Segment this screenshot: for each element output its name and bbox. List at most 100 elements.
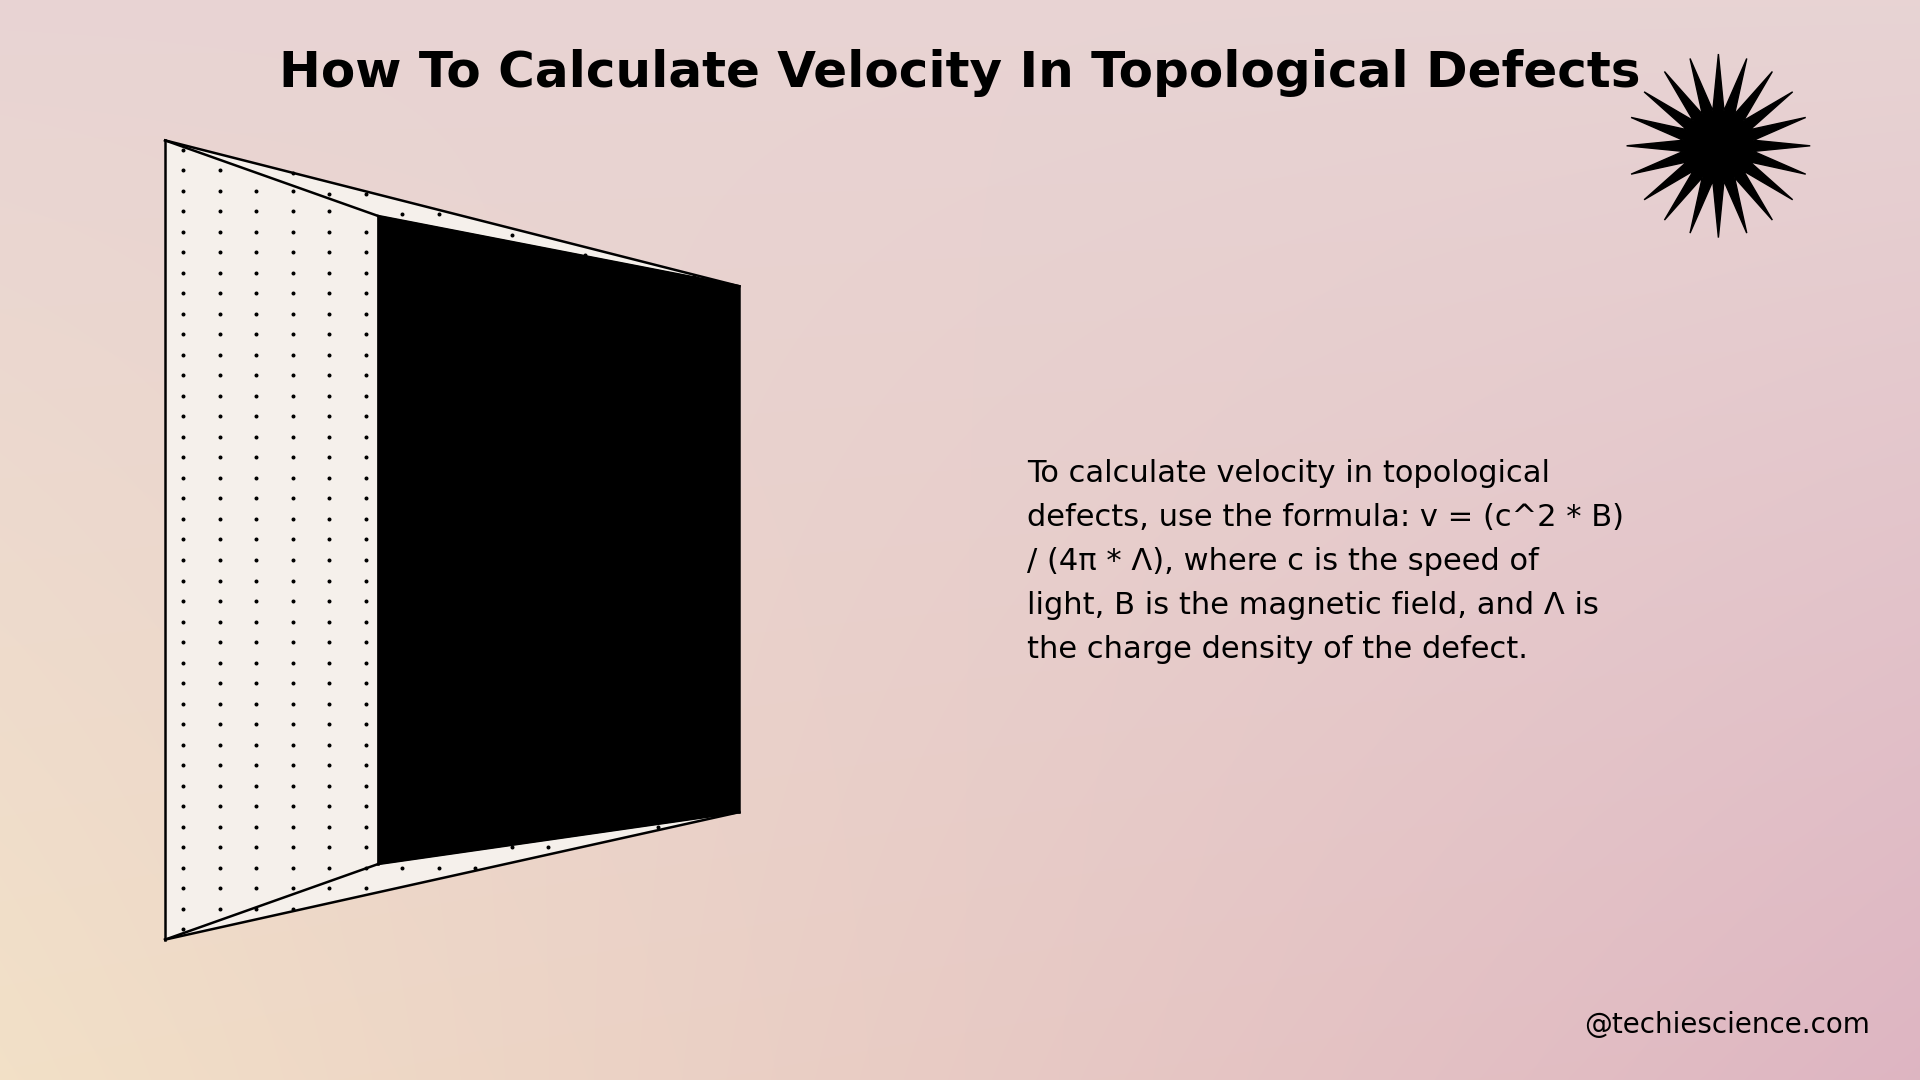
- Point: [204, 572, 234, 590]
- Point: [276, 860, 307, 877]
- Point: [422, 860, 453, 877]
- Point: [678, 268, 708, 285]
- Polygon shape: [165, 140, 739, 286]
- Point: [276, 326, 307, 343]
- Point: [313, 757, 346, 774]
- Point: [204, 552, 234, 569]
- Point: [169, 572, 198, 590]
- Point: [169, 388, 198, 405]
- Point: [349, 593, 380, 610]
- Point: [313, 838, 346, 855]
- Point: [169, 265, 198, 282]
- Point: [313, 511, 346, 528]
- Point: [204, 326, 234, 343]
- Point: [169, 819, 198, 836]
- Point: [204, 901, 234, 918]
- Point: [276, 696, 307, 713]
- Point: [276, 716, 307, 733]
- Point: [242, 285, 273, 302]
- Point: [204, 162, 234, 179]
- Point: [242, 613, 273, 631]
- Point: [276, 511, 307, 528]
- Point: [349, 838, 380, 855]
- Point: [169, 449, 198, 467]
- Point: [242, 552, 273, 569]
- Point: [276, 183, 307, 200]
- Point: [313, 367, 346, 384]
- Point: [349, 511, 380, 528]
- Point: [313, 572, 346, 590]
- Point: [169, 552, 198, 569]
- Point: [169, 901, 198, 918]
- Point: [276, 490, 307, 508]
- Point: [242, 429, 273, 446]
- Point: [169, 326, 198, 343]
- Point: [204, 716, 234, 733]
- Point: [242, 696, 273, 713]
- Point: [349, 860, 380, 877]
- Point: [313, 819, 346, 836]
- Point: [169, 531, 198, 549]
- Point: [349, 429, 380, 446]
- Point: [169, 306, 198, 323]
- Point: [242, 244, 273, 261]
- Point: [349, 696, 380, 713]
- Point: [313, 408, 346, 426]
- Point: [242, 819, 273, 836]
- Point: [461, 860, 492, 877]
- Point: [169, 674, 198, 692]
- Point: [204, 819, 234, 836]
- Point: [242, 490, 273, 508]
- Point: [276, 367, 307, 384]
- Point: [276, 634, 307, 651]
- Point: [169, 224, 198, 241]
- Point: [276, 531, 307, 549]
- Polygon shape: [378, 216, 739, 864]
- Point: [169, 511, 198, 528]
- Point: [169, 613, 198, 631]
- Point: [169, 470, 198, 487]
- Point: [169, 879, 198, 896]
- Point: [242, 797, 273, 815]
- Point: [349, 347, 380, 364]
- Point: [242, 593, 273, 610]
- Point: [169, 141, 198, 159]
- Point: [204, 879, 234, 896]
- Point: [349, 634, 380, 651]
- Point: [204, 224, 234, 241]
- Point: [204, 347, 234, 364]
- Point: [313, 879, 346, 896]
- Point: [349, 186, 380, 203]
- Text: To calculate velocity in topological
defects, use the formula: v = (c^2 * B)
/ (: To calculate velocity in topological def…: [1027, 459, 1624, 664]
- Point: [313, 265, 346, 282]
- Point: [313, 716, 346, 733]
- Point: [349, 613, 380, 631]
- Point: [204, 593, 234, 610]
- Point: [349, 531, 380, 549]
- Point: [568, 247, 599, 265]
- Point: [204, 408, 234, 426]
- Point: [242, 716, 273, 733]
- Point: [204, 306, 234, 323]
- Point: [313, 244, 346, 261]
- Point: [169, 716, 198, 733]
- Point: [313, 326, 346, 343]
- Point: [276, 244, 307, 261]
- Point: [313, 429, 346, 446]
- Point: [313, 674, 346, 692]
- Point: [204, 613, 234, 631]
- Polygon shape: [1626, 54, 1811, 238]
- Point: [349, 388, 380, 405]
- Point: [276, 265, 307, 282]
- Point: [276, 306, 307, 323]
- Point: [313, 203, 346, 220]
- Point: [169, 696, 198, 713]
- Point: [313, 224, 346, 241]
- Point: [242, 203, 273, 220]
- Point: [242, 449, 273, 467]
- Point: [276, 164, 307, 181]
- Point: [276, 879, 307, 896]
- Point: [169, 634, 198, 651]
- Point: [495, 226, 526, 243]
- Point: [349, 449, 380, 467]
